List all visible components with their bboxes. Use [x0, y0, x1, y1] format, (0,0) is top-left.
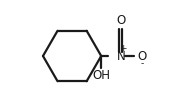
Text: O: O [137, 50, 146, 62]
Text: O: O [116, 14, 125, 27]
Text: -: - [141, 59, 144, 68]
Text: OH: OH [92, 69, 110, 82]
Text: N: N [116, 50, 125, 62]
Text: +: + [119, 44, 127, 53]
